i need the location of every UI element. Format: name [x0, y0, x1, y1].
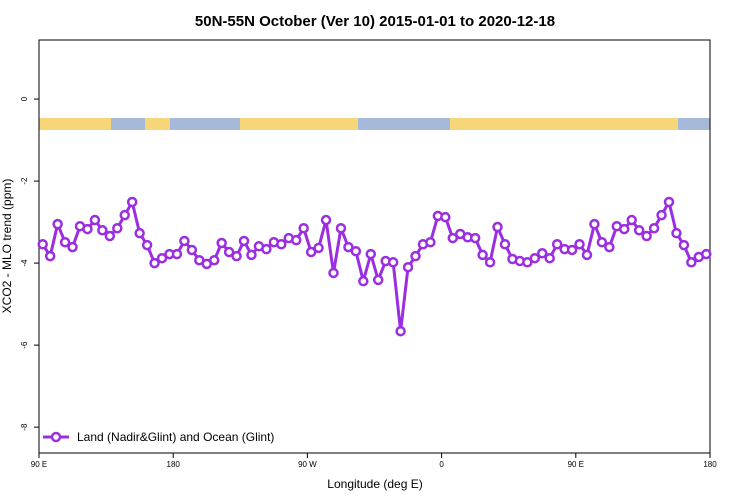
data-point: [223, 246, 235, 258]
series-line: [41, 200, 707, 333]
data-point: [678, 239, 690, 251]
data-point: [119, 209, 130, 221]
data-point: [276, 238, 287, 250]
data-point: [37, 238, 48, 250]
data-point: [67, 241, 78, 253]
y-tick-label: -4: [20, 259, 29, 267]
data-point: [290, 234, 302, 246]
data-point: [261, 243, 272, 255]
data-point: [365, 248, 377, 260]
data-point: [440, 211, 451, 223]
data-point: [313, 242, 324, 254]
x-tick-label: 0: [439, 460, 444, 469]
data-point: [425, 236, 436, 248]
land-ocean-strip: [39, 118, 710, 130]
data-point: [641, 230, 652, 242]
legend-label: Land (Nadir&Glint) and Ocean (Glint): [77, 430, 274, 444]
data-point: [112, 222, 123, 234]
data-point: [141, 239, 153, 251]
data-point: [574, 238, 585, 250]
data-point: [566, 244, 578, 256]
data-point: [216, 237, 227, 249]
data-point: [238, 235, 250, 247]
data-point: [335, 222, 347, 234]
y-tick-label: -8: [20, 423, 29, 431]
data-point: [604, 241, 615, 253]
data-point: [589, 218, 600, 230]
land: [145, 118, 170, 130]
data-point: [186, 244, 198, 256]
data-point: [387, 257, 399, 268]
data-point: [686, 257, 697, 268]
data-point: [544, 252, 555, 264]
data-point: [149, 257, 160, 269]
data-point: [581, 249, 593, 261]
y-axis-label: XCO2 - MLO trend (ppm): [0, 179, 14, 314]
x-tick-label: 90 E: [31, 460, 47, 469]
x-tick-label: 180: [703, 460, 717, 469]
data-point: [619, 223, 630, 235]
y-tick-label: -6: [20, 341, 29, 349]
data-point: [104, 230, 116, 242]
data-point: [134, 227, 145, 239]
data-point: [179, 235, 190, 247]
data-point: [82, 223, 93, 235]
land: [240, 118, 358, 130]
data-point: [648, 222, 660, 234]
data-point: [395, 325, 406, 337]
data-point: [246, 249, 257, 261]
x-tick-label: 180: [167, 460, 181, 469]
data-point: [126, 196, 138, 208]
legend-marker: [50, 431, 62, 443]
data-point: [298, 222, 309, 234]
data-point: [701, 248, 712, 260]
data-point: [529, 252, 541, 264]
data-point: [343, 241, 354, 253]
data-point: [97, 225, 108, 236]
chart-title: 50N-55N October (Ver 10) 2015-01-01 to 2…: [195, 13, 555, 30]
data-point: [477, 249, 488, 261]
data-point: [671, 227, 682, 239]
data-point: [59, 236, 71, 248]
x-tick-label: 90 W: [298, 460, 317, 469]
data-point: [305, 246, 317, 258]
data-point: [484, 257, 496, 268]
data-point: [350, 245, 362, 257]
x-tick-label: 90 E: [568, 460, 584, 469]
data-point: [410, 250, 421, 262]
data-point: [358, 275, 369, 287]
data-point: [171, 248, 183, 260]
data-point: [633, 225, 645, 236]
data-point: [156, 252, 168, 264]
data-point: [372, 274, 384, 286]
data-point: [522, 257, 533, 268]
data-point: [52, 218, 63, 230]
data-point: [447, 232, 459, 244]
data-point: [44, 250, 56, 262]
x-axis-label: Longitude (deg E): [327, 477, 422, 491]
data-point: [469, 232, 481, 244]
data-point: [320, 214, 332, 226]
data-point: [656, 209, 667, 221]
data-point: [626, 214, 637, 226]
data-point: [328, 267, 339, 279]
data-point: [208, 254, 220, 266]
legend: Land (Nadir&Glint) and Ocean (Glint): [43, 430, 274, 444]
data-point: [492, 221, 503, 233]
data-point: [663, 196, 675, 208]
data-point: [551, 238, 563, 250]
data-point: [231, 250, 242, 262]
data-point: [89, 214, 101, 226]
land: [39, 118, 111, 130]
data-point: [537, 248, 548, 259]
data-point: [596, 236, 608, 248]
y-tick-label: 0: [20, 96, 29, 101]
data-point: [499, 238, 511, 250]
land: [450, 118, 678, 130]
data-point: [402, 261, 414, 273]
y-tick-label: -2: [20, 177, 29, 185]
